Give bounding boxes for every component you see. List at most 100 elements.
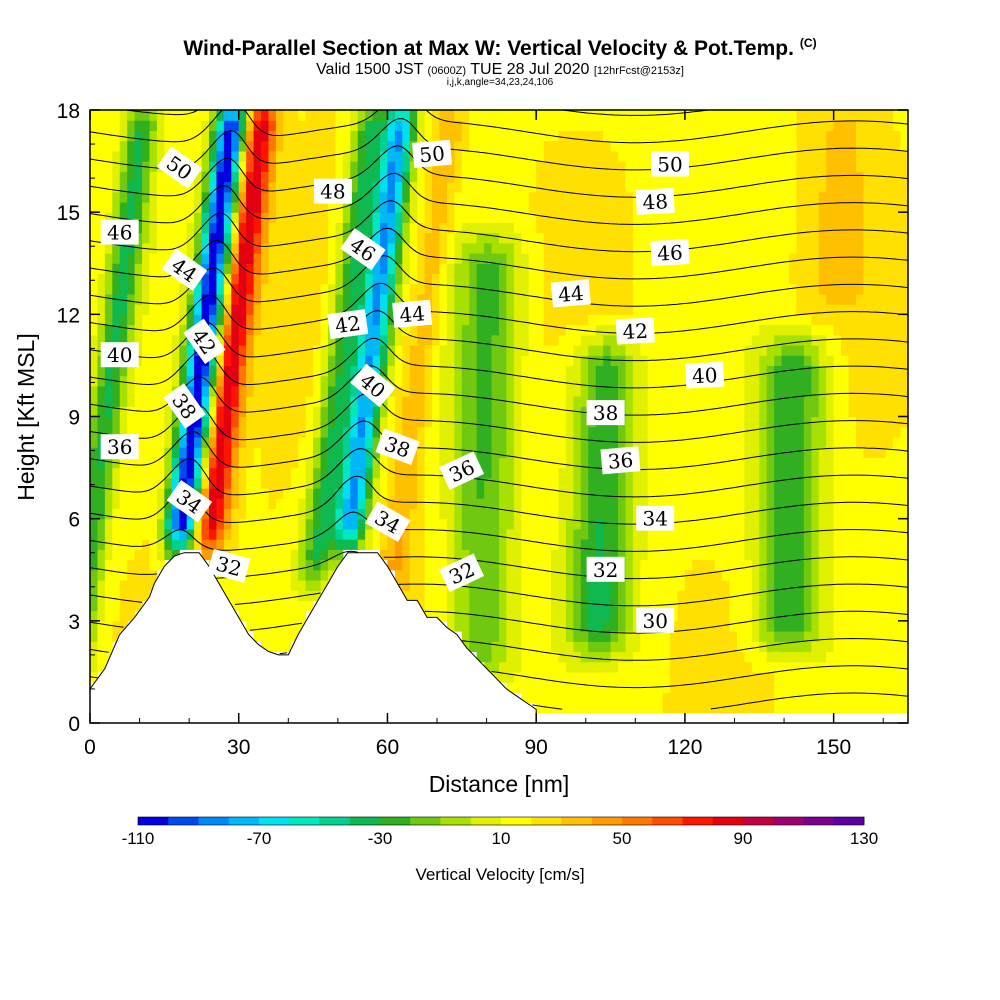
velocity-cell: [305, 314, 314, 326]
velocity-cell: [677, 120, 686, 132]
velocity-cell: [617, 222, 627, 234]
velocity-cell: [149, 212, 158, 223]
velocity-cell: [722, 212, 731, 223]
velocity-cell: [759, 273, 768, 285]
velocity-cell: [208, 426, 218, 438]
velocity-cell: [655, 651, 664, 663]
velocity-cell: [781, 304, 790, 315]
velocity-cell: [588, 661, 597, 673]
velocity-cell: [662, 569, 671, 581]
velocity-cell: [528, 610, 537, 622]
velocity-cell: [253, 600, 262, 612]
velocity-cell: [513, 212, 522, 223]
velocity-cell: [156, 385, 165, 397]
velocity-cell: [722, 539, 731, 550]
velocity-cell: [736, 692, 745, 704]
velocity-cell: [759, 518, 768, 530]
velocity-cell: [357, 140, 366, 152]
velocity-cell: [461, 549, 470, 561]
velocity-cell: [417, 171, 426, 183]
velocity-cell: [558, 477, 567, 489]
velocity-cell: [588, 651, 597, 663]
velocity-cell: [588, 263, 597, 275]
velocity-cell: [677, 528, 686, 540]
velocity-cell: [736, 273, 745, 285]
velocity-cell: [543, 344, 552, 356]
velocity-cell: [588, 600, 597, 612]
velocity-cell: [603, 191, 612, 203]
velocity-cell: [565, 477, 574, 489]
velocity-cell: [283, 242, 292, 254]
velocity-cell: [275, 150, 284, 162]
velocity-cell: [134, 130, 143, 142]
velocity-cell: [655, 426, 664, 438]
velocity-cell: [90, 110, 99, 121]
velocity-cell: [446, 242, 455, 254]
velocity-cell: [142, 120, 151, 132]
velocity-cell: [751, 651, 760, 663]
velocity-cell: [736, 191, 745, 203]
velocity-cell: [231, 396, 240, 407]
velocity-cell: [365, 150, 374, 162]
velocity-cell: [409, 263, 418, 275]
velocity-cell: [528, 477, 537, 489]
velocity-cell: [714, 396, 723, 407]
velocity-cell: [677, 191, 686, 203]
velocity-cell: [774, 355, 783, 367]
velocity-cell: [134, 406, 143, 418]
velocity-cell: [469, 508, 478, 520]
velocity-cell: [380, 488, 389, 499]
velocity-cell: [484, 396, 493, 407]
velocity-cell: [253, 293, 262, 305]
velocity-cell: [469, 304, 478, 315]
velocity-cell: [625, 651, 634, 663]
velocity-cell: [513, 140, 522, 152]
velocity-cell: [97, 385, 106, 397]
velocity-cell: [774, 488, 783, 499]
velocity-cell: [610, 120, 619, 132]
velocity-cell: [90, 436, 99, 448]
velocity-cell: [774, 120, 783, 132]
velocity-cell: [298, 191, 307, 203]
velocity-cell: [744, 212, 753, 223]
velocity-cell: [729, 191, 738, 203]
velocity-cell: [387, 212, 396, 223]
velocity-cell: [655, 661, 664, 673]
velocity-cell: [766, 314, 775, 326]
velocity-cell: [595, 436, 604, 448]
velocity-cell: [573, 559, 582, 571]
velocity-cell: [186, 477, 195, 489]
velocity-cell: [484, 263, 493, 275]
velocity-cell: [454, 232, 463, 244]
velocity-cell: [565, 110, 574, 121]
velocity-cell: [543, 293, 552, 305]
velocity-cell: [246, 201, 255, 213]
velocity-cell: [774, 150, 783, 162]
velocity-cell: [164, 477, 173, 489]
velocity-cell: [461, 508, 470, 520]
velocity-cell: [156, 253, 165, 264]
velocity-cell: [231, 201, 240, 213]
velocity-cell: [134, 253, 143, 264]
velocity-cell: [781, 334, 790, 346]
velocity-cell: [208, 365, 218, 377]
velocity-cell: [119, 416, 128, 428]
velocity-cell: [246, 375, 255, 387]
velocity-cell: [781, 539, 790, 550]
velocity-cell: [253, 426, 262, 438]
velocity-cell: [744, 385, 753, 397]
velocity-cell: [625, 620, 634, 632]
velocity-cell: [789, 559, 798, 571]
velocity-cell: [736, 498, 745, 510]
velocity-cell: [670, 293, 679, 305]
velocity-cell: [595, 161, 604, 172]
velocity-cell: [565, 488, 574, 499]
velocity-cell: [90, 324, 99, 336]
velocity-cell: [617, 477, 627, 489]
velocity-cell: [647, 120, 656, 132]
velocity-cell: [179, 518, 188, 530]
velocity-cell: [632, 651, 641, 663]
velocity-cell: [476, 191, 485, 203]
velocity-cell: [112, 416, 121, 428]
velocity-cell: [194, 110, 203, 121]
